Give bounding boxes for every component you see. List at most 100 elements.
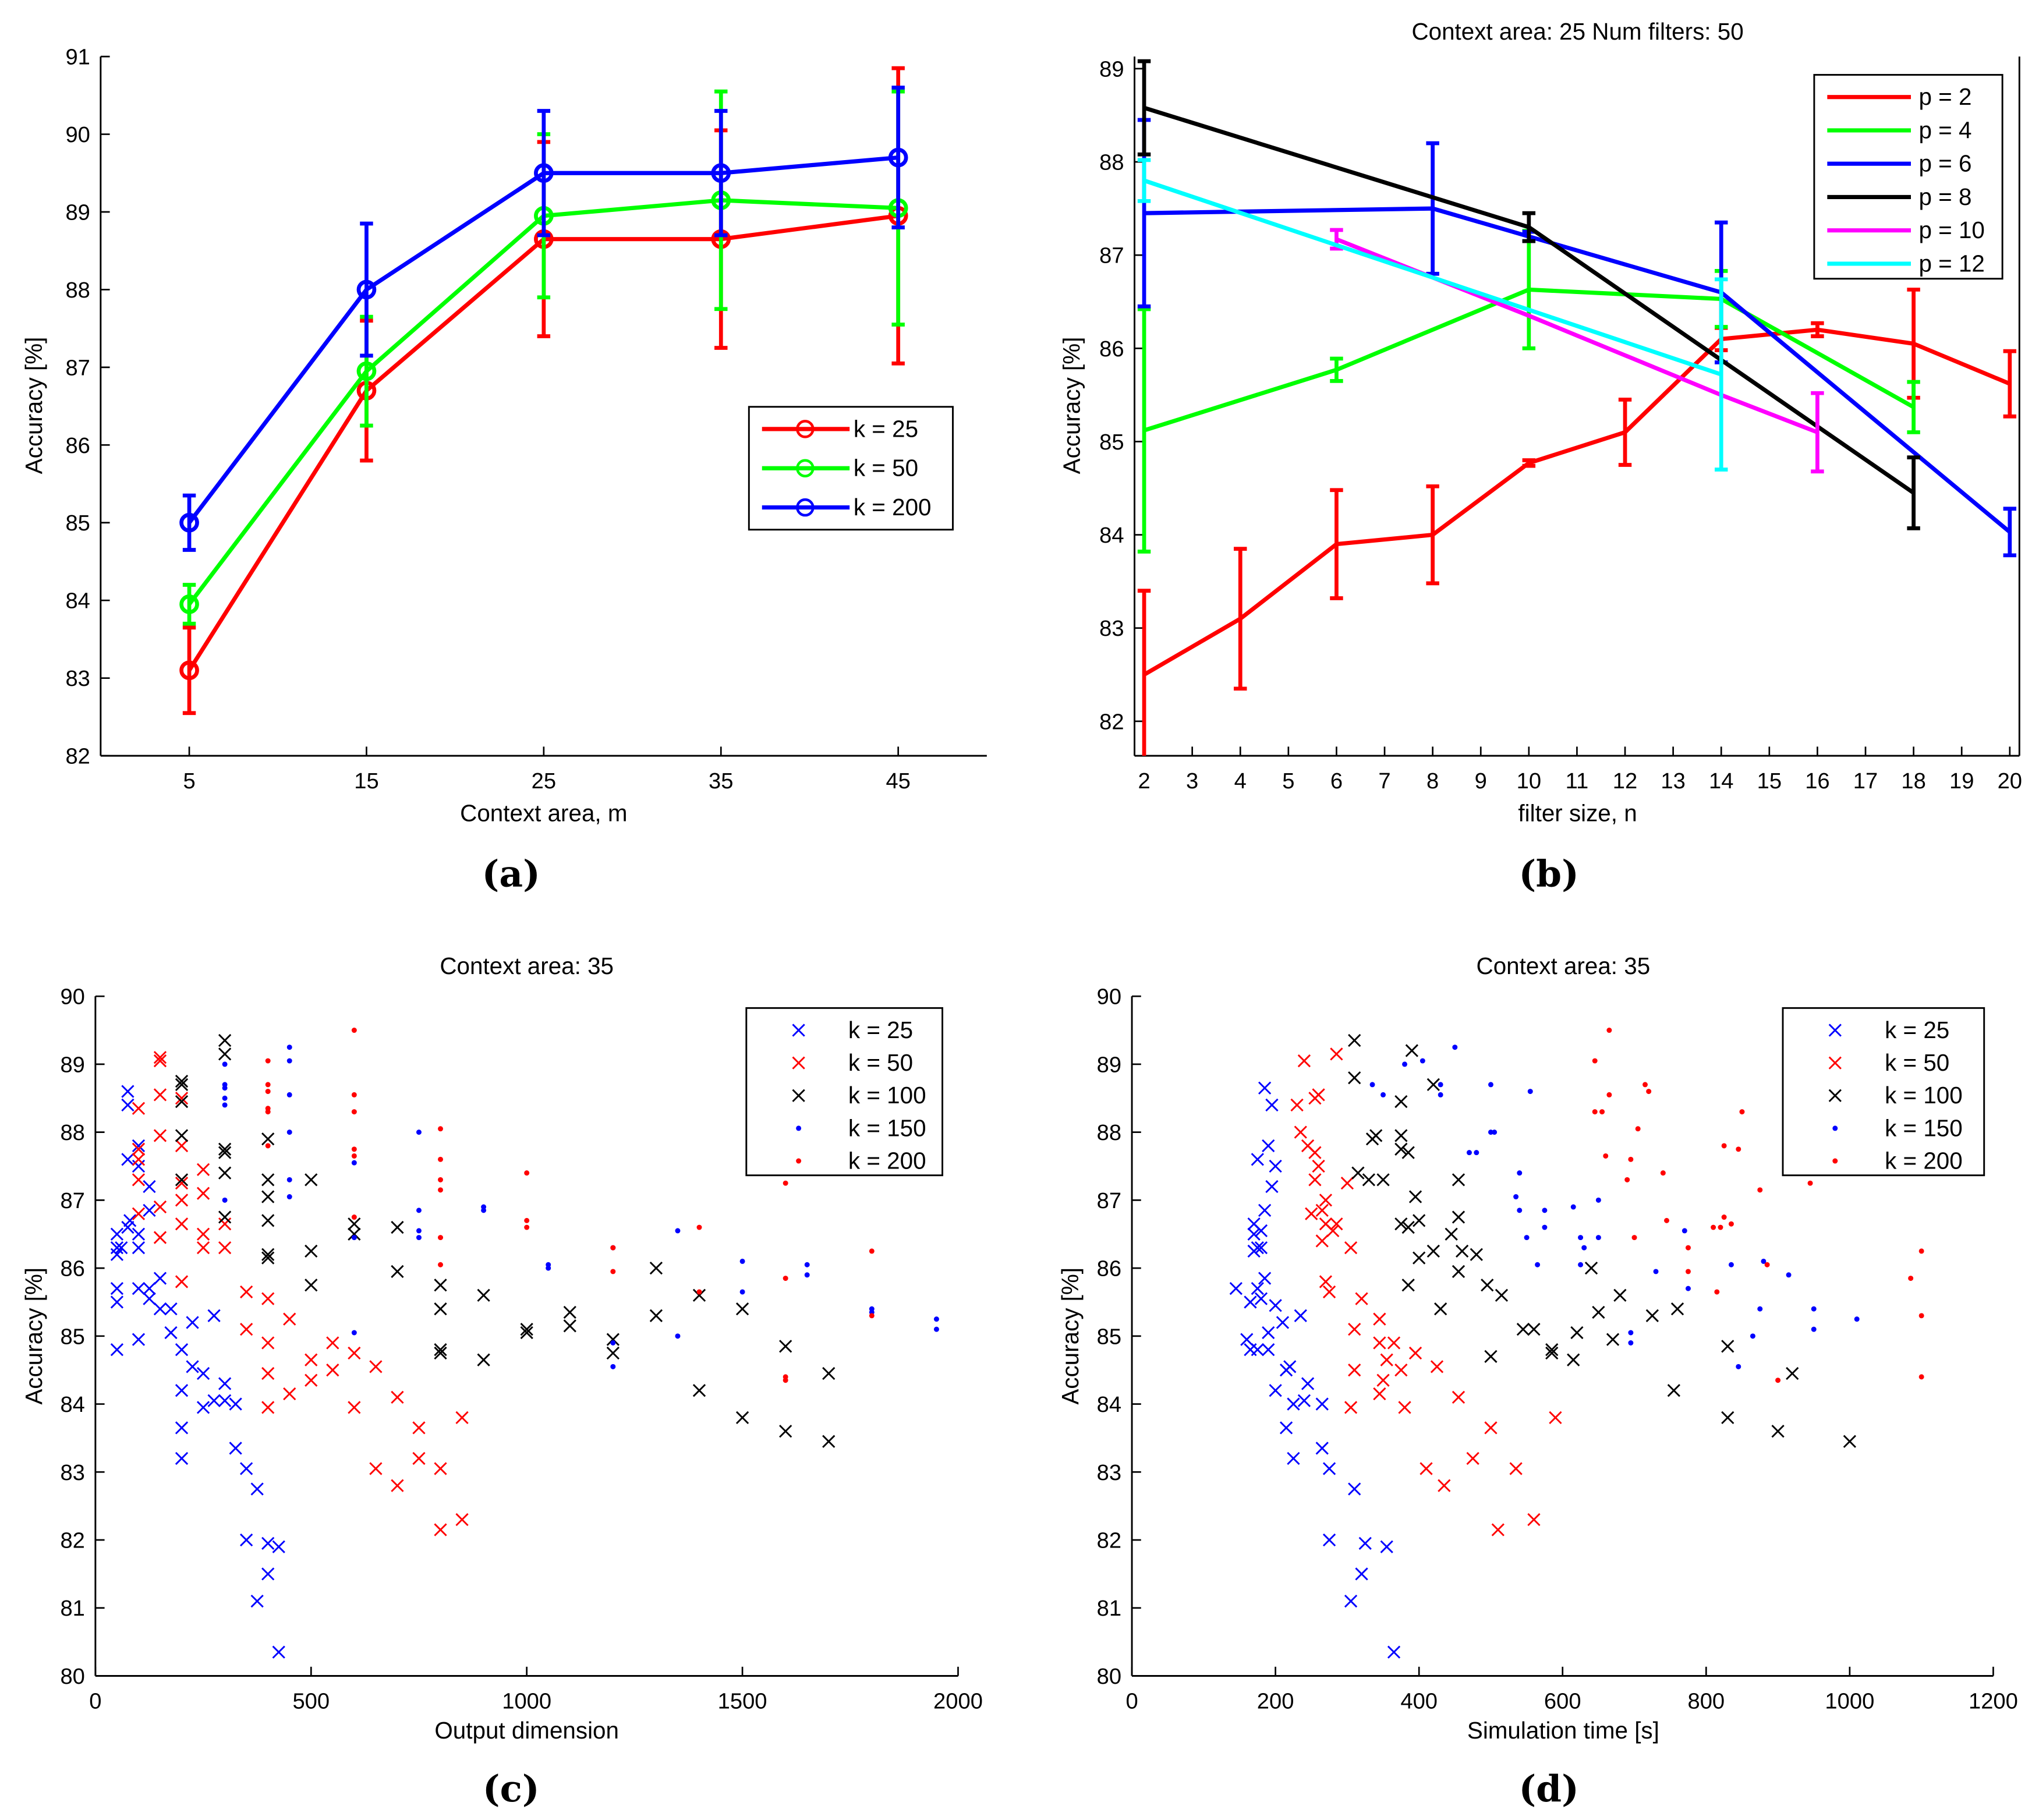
x-tick-label: 35: [709, 769, 733, 794]
data-point: [1603, 1153, 1609, 1159]
legend: k = 25 k = 50 k = 100 k = 150 k = 200: [745, 1007, 944, 1177]
data-point: [1229, 1281, 1242, 1295]
data-point: [175, 1078, 189, 1092]
data-point: [1287, 1451, 1300, 1465]
data-point: [1628, 1330, 1634, 1336]
data-point: [261, 1190, 275, 1203]
series-k25: [1229, 1081, 1401, 1659]
x-axis-label: Context area, m: [460, 799, 627, 826]
series-k100: [1348, 1033, 1857, 1448]
data-point: [1322, 1285, 1336, 1299]
data-point: [1527, 1323, 1541, 1336]
data-point: [351, 1214, 357, 1220]
data-point: [1401, 1220, 1415, 1234]
data-point: [1452, 1390, 1465, 1404]
data-point: [735, 1411, 749, 1425]
data-point: [250, 1594, 264, 1608]
data-point: [1613, 1288, 1627, 1302]
data-point: [196, 1227, 210, 1241]
data-point: [261, 1173, 275, 1187]
y-tick-label: 88: [1099, 150, 1124, 175]
data-point: [175, 1275, 189, 1288]
data-point: [1786, 1272, 1792, 1278]
legend-marker: [792, 1089, 805, 1102]
y-tick-label: 81: [1097, 1596, 1121, 1621]
data-point: [272, 1540, 285, 1553]
data-point: [434, 1462, 447, 1475]
plot-area: [1137, 59, 2017, 756]
data-point: [1711, 1224, 1716, 1230]
data-point: [1595, 1197, 1601, 1203]
data-point: [1509, 1462, 1523, 1475]
x-tick-label: 4: [1234, 769, 1247, 794]
legend-label: k = 200: [1885, 1147, 1963, 1174]
data-point: [610, 1269, 616, 1274]
data-point: [1492, 1129, 1498, 1135]
y-tick-label: 89: [65, 200, 90, 225]
y-axis-label: Accuracy [%]: [1057, 1267, 1084, 1405]
data-point: [1567, 1353, 1580, 1366]
data-point: [222, 1095, 228, 1101]
y-tick-label: 82: [1097, 1528, 1121, 1553]
data-point: [1330, 1217, 1343, 1231]
x-tick-label: 7: [1378, 769, 1390, 794]
data-point: [351, 1109, 357, 1115]
data-point: [1750, 1333, 1755, 1339]
data-point: [207, 1394, 221, 1407]
legend-item: k = 100: [1828, 1082, 1963, 1109]
series-p12: [1137, 158, 1728, 472]
data-point: [1592, 1058, 1598, 1064]
data-point: [348, 1401, 361, 1414]
data-point: [1653, 1269, 1659, 1274]
x-tick-label: 5: [1282, 769, 1294, 794]
data-point: [1380, 1353, 1393, 1366]
data-point: [1380, 1540, 1393, 1553]
legend-label: k = 150: [1885, 1114, 1963, 1141]
legend-box: [745, 1007, 944, 1177]
y-tick-label: 84: [1097, 1392, 1121, 1417]
data-point: [1542, 1224, 1548, 1230]
data-point: [261, 1401, 275, 1414]
data-point: [265, 1109, 271, 1115]
data-point: [305, 1373, 318, 1387]
data-point: [1413, 1251, 1426, 1265]
data-point: [351, 1160, 357, 1166]
error-bar: [1522, 458, 1536, 468]
legend-marker: [1828, 1056, 1842, 1070]
legend-label: k = 100: [848, 1082, 926, 1109]
chart-b: Context area: 25 Num filters: 50 filter …: [1058, 18, 2022, 895]
data-point: [1258, 1203, 1272, 1217]
data-point: [218, 1394, 232, 1407]
panel-label: (b): [1518, 852, 1578, 895]
data-point: [1466, 1150, 1472, 1156]
data-point: [1488, 1082, 1493, 1088]
data-point: [696, 1224, 702, 1230]
data-point: [1258, 1272, 1272, 1285]
data-point: [1398, 1401, 1411, 1414]
data-point: [1326, 1224, 1340, 1238]
data-point: [261, 1336, 275, 1350]
data-point: [1642, 1082, 1648, 1088]
data-point: [1240, 1333, 1254, 1346]
data-point: [1491, 1523, 1505, 1536]
data-point: [175, 1194, 189, 1207]
chart-title: Context area: 35: [1477, 953, 1651, 979]
series-p8: [1137, 59, 1920, 530]
data-point: [132, 1333, 146, 1346]
data-point: [1387, 1645, 1401, 1659]
data-point: [412, 1421, 426, 1435]
series-k50: [132, 1051, 469, 1536]
data-point: [1645, 1309, 1659, 1322]
x-axis-label: Simulation time [s]: [1467, 1717, 1659, 1744]
y-tick-label: 87: [60, 1188, 84, 1213]
data-point: [1426, 1244, 1440, 1258]
legend-item: k = 50: [1828, 1049, 1949, 1076]
data-point: [175, 1139, 189, 1153]
x-tick-label: 18: [1901, 769, 1925, 794]
y-tick-label: 80: [1097, 1664, 1121, 1689]
x-tick-label: 13: [1661, 769, 1685, 794]
legend: p = 2 p = 4 p = 6 p = 8 p = 10 p = 12: [1813, 74, 2003, 280]
data-point: [121, 1085, 134, 1098]
data-point: [261, 1132, 275, 1146]
data-point: [1578, 1235, 1584, 1241]
